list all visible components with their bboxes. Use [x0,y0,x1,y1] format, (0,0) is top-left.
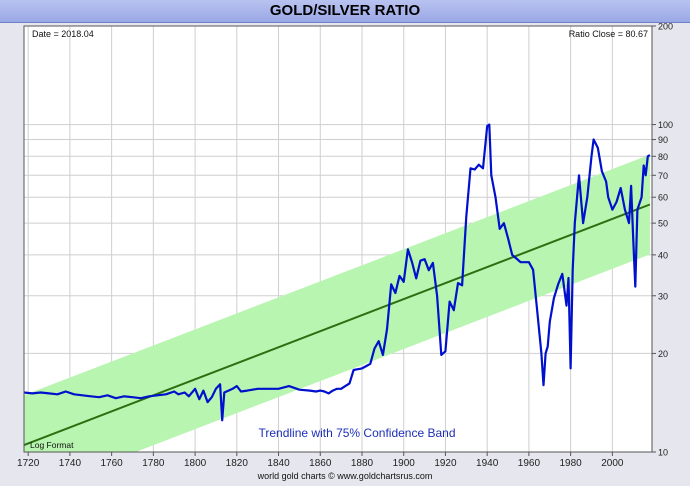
x-tick-label: 1840 [267,458,290,469]
x-tick-label: 1780 [142,458,165,469]
x-tick-label: 1740 [59,458,82,469]
x-tick-label: 1900 [393,458,416,469]
y-tick-label: 100 [658,120,673,130]
y-tick-label: 90 [658,135,668,145]
y-tick-label: 80 [658,152,668,162]
x-axis: 1720 1740 1760 1780 1800 1820 1840 1860 1880 1900… [17,452,624,469]
y-tick-label: 40 [658,250,668,260]
x-tick-label: 1960 [518,458,541,469]
x-tick-label: 1920 [434,458,457,469]
title-bar: GOLD/SILVER RATIO [0,0,690,23]
y-axis: 10 20 30 40 50 60 70 80 90 100 200 [652,22,673,458]
y-tick-label: 200 [658,22,673,32]
x-tick-label: 1760 [101,458,124,469]
y-tick-label: 50 [658,219,668,229]
y-tick-label: 30 [658,291,668,301]
plot-border [23,25,653,453]
confidence-band [24,154,650,452]
y-tick-label: 70 [658,171,668,181]
x-tick-label: 1980 [560,458,583,469]
trend-line [23,203,651,446]
date-label: Date = 2018.04 [32,29,94,39]
ratio-series-line [23,123,651,422]
x-tick-label: 1800 [184,458,207,469]
chart-title: GOLD/SILVER RATIO [269,2,421,19]
log-format-label: Log Format [30,440,74,450]
footer-credit: world gold charts © www.goldchartsrus.co… [257,471,433,481]
x-tick-label: 2000 [601,458,624,469]
x-tick-label: 1860 [309,458,332,469]
y-tick-label: 60 [658,193,668,203]
x-tick-label: 1880 [351,458,374,469]
ratio-close-label: Ratio Close = 80.67 [569,29,648,39]
y-tick-label: 10 [658,448,668,458]
x-tick-label: 1720 [17,458,40,469]
y-tick-label: 20 [658,349,668,359]
x-tick-label: 1820 [226,458,249,469]
band-label: Trendline with 75% Confidence Band [258,426,455,440]
x-tick-label: 1940 [476,458,499,469]
